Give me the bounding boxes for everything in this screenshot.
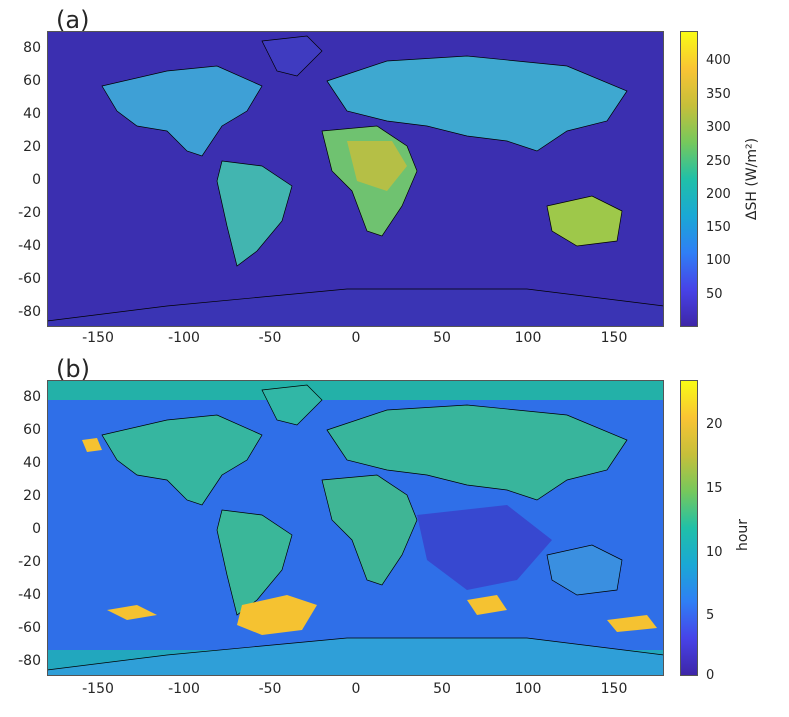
panel-b-ytick: 80	[23, 389, 41, 405]
panel-a-colorbar-tick: 300	[706, 120, 731, 135]
panel-b-colorbar-tick: 10	[706, 545, 723, 560]
panel-a-colorbar-title: ΔSH (W/m²)	[744, 137, 761, 221]
panel-a-ytick: 40	[23, 106, 41, 122]
panel-a-ytick: 80	[23, 40, 41, 56]
panel-a-ytick: -20	[18, 205, 41, 221]
panel-b-xtick: -50	[258, 681, 282, 697]
panel-b-xtick: 100	[514, 681, 542, 697]
panel-a-colorbar	[680, 31, 698, 327]
panel-a-ytick: -60	[18, 271, 41, 287]
panel-a-colorbar-tick: 350	[706, 87, 731, 102]
panel-b-colorbar-tick: 0	[706, 668, 715, 683]
panel-a-colorbar-tick: 200	[706, 187, 731, 202]
panel-a-ytick: 20	[23, 139, 41, 155]
panel-a-colorbar-tick: 50	[706, 287, 723, 302]
panel-b-xtick: 50	[433, 681, 451, 697]
panel-b-ytick: 0	[32, 521, 41, 537]
panel-b-colorbar-tick: 5	[706, 608, 715, 623]
panel-b-colorbar-title: hour	[735, 518, 752, 552]
panel-a-ytick: -40	[18, 238, 41, 254]
panel-a-xtick: -100	[168, 330, 200, 346]
panel-a-colorbar-tick: 100	[706, 253, 731, 268]
panel-b-ytick: 60	[23, 422, 41, 438]
panel-a-map	[47, 31, 664, 327]
panel-a-ytick: -80	[18, 304, 41, 320]
panel-a-ytick: 0	[32, 172, 41, 188]
panel-b-xtick: -100	[168, 681, 200, 697]
panel-b-ytick: -60	[18, 620, 41, 636]
panel-a-xtick: -50	[258, 330, 282, 346]
panel-a-xtick: -150	[82, 330, 114, 346]
panel-b-xtick: 0	[351, 681, 361, 697]
panel-a-colorbar-tick: 250	[706, 154, 731, 169]
panel-a-xtick: 0	[351, 330, 361, 346]
panel-a-ytick: 60	[23, 73, 41, 89]
panel-b-colorbar-tick: 20	[706, 417, 723, 432]
panel-b-ytick: 40	[23, 455, 41, 471]
panel-b-xtick: -150	[82, 681, 114, 697]
panel-b-ytick: -80	[18, 653, 41, 669]
panel-b-colorbar	[680, 380, 698, 676]
panel-b-ytick: -20	[18, 554, 41, 570]
panel-a-xtick: 50	[433, 330, 451, 346]
panel-b-label: (b)	[56, 355, 90, 383]
panel-a-label: (a)	[56, 6, 90, 34]
panel-a-colorbar-tick: 400	[706, 53, 731, 68]
panel-b-ytick: -40	[18, 587, 41, 603]
panel-b-colorbar-tick: 15	[706, 481, 723, 496]
panel-a-xtick: 100	[514, 330, 542, 346]
panel-a-xtick: 150	[600, 330, 628, 346]
panel-b-xtick: 150	[600, 681, 628, 697]
panel-a-colorbar-tick: 150	[706, 220, 731, 235]
panel-b-map	[47, 380, 664, 676]
panel-b-ytick: 20	[23, 488, 41, 504]
